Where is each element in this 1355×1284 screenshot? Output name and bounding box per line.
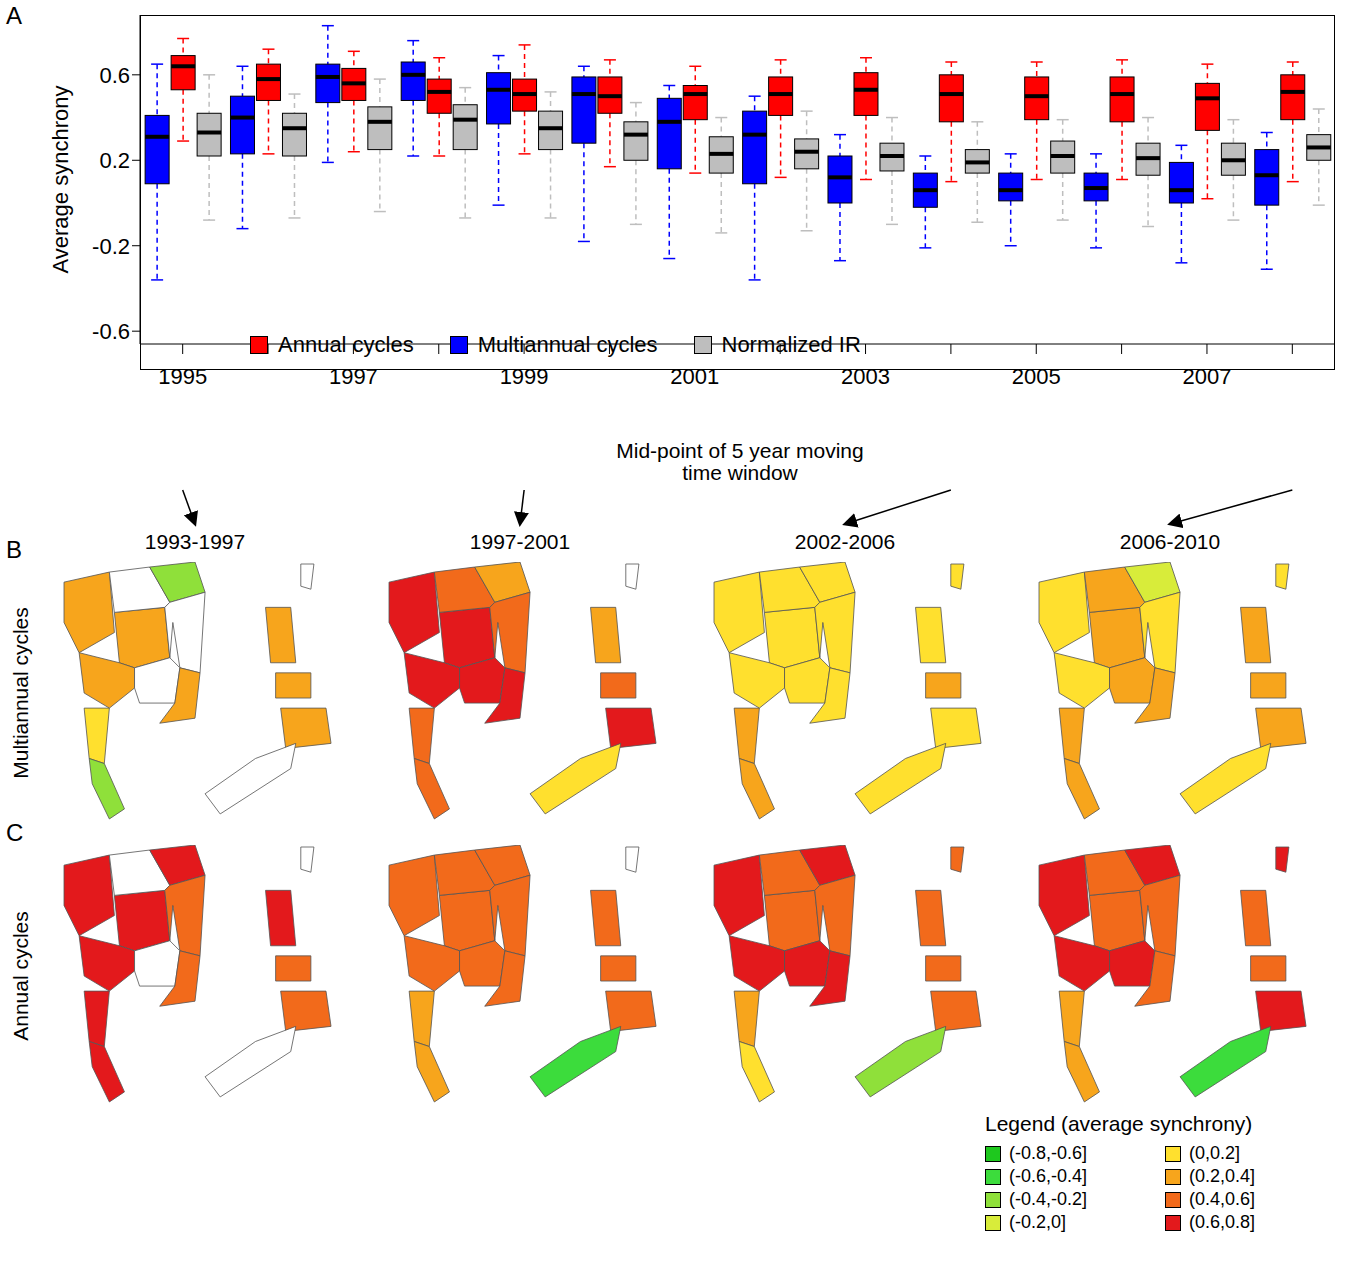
html-text:(0.6,0.8]: (0.6,0.8] [1189,1212,1255,1232]
html-text:Legend (average synchrony): Legend (average synchrony) [985,1112,1253,1135]
svg-text:Average synchrony: Average synchrony [48,86,73,274]
svg-text:2001: 2001 [670,364,719,389]
svg-text:1997: 1997 [329,364,378,389]
html-text:Multiannual cycles: Multiannual cycles [477,332,658,357]
svg-text:-0.6: -0.6 [92,319,130,344]
html-text:C: C [6,819,24,846]
html-text:2006-2010: 2006-2010 [1119,530,1221,553]
html-text:2002-2006: 2002-2006 [794,530,896,553]
html-text:1993-1997: 1993-1997 [144,530,246,553]
svg-text:2003: 2003 [841,364,890,389]
svg-text:2007: 2007 [1182,364,1231,389]
html-text:Normalized IR: Normalized IR [721,332,861,357]
html-text:(0.4,0.6]: (0.4,0.6] [1189,1189,1255,1209]
html-text:Mid-point of 5 year moving tim: Mid-point of 5 year moving time window [616,439,864,484]
svg-text:Multiannual cycles: Multiannual cycles [9,607,32,779]
html-text:A: A [6,2,22,29]
html-text:(0.2,0.4]: (0.2,0.4] [1189,1166,1255,1186]
svg-text:0.6: 0.6 [99,63,130,88]
svg-text:1999: 1999 [500,364,549,389]
html-text:(0,0.2]: (0,0.2] [1189,1143,1240,1163]
html-text:(-0.4,-0.2]: (-0.4,-0.2] [1009,1189,1087,1209]
svg-text:Annual cycles: Annual cycles [9,911,32,1041]
html-text:(-0.8,-0.6]: (-0.8,-0.6] [1009,1143,1087,1163]
html-text:Annual cycles: Annual cycles [278,332,414,357]
html-text:B: B [6,536,22,563]
svg-text:0.2: 0.2 [99,148,130,173]
html-text:(-0.2,0]: (-0.2,0] [1009,1212,1066,1232]
svg-text:-0.2: -0.2 [92,234,130,259]
html-text:(-0.6,-0.4]: (-0.6,-0.4] [1009,1166,1087,1186]
svg-text:2005: 2005 [1012,364,1061,389]
html-text:1997-2001: 1997-2001 [469,530,571,553]
svg-text:1995: 1995 [158,364,207,389]
